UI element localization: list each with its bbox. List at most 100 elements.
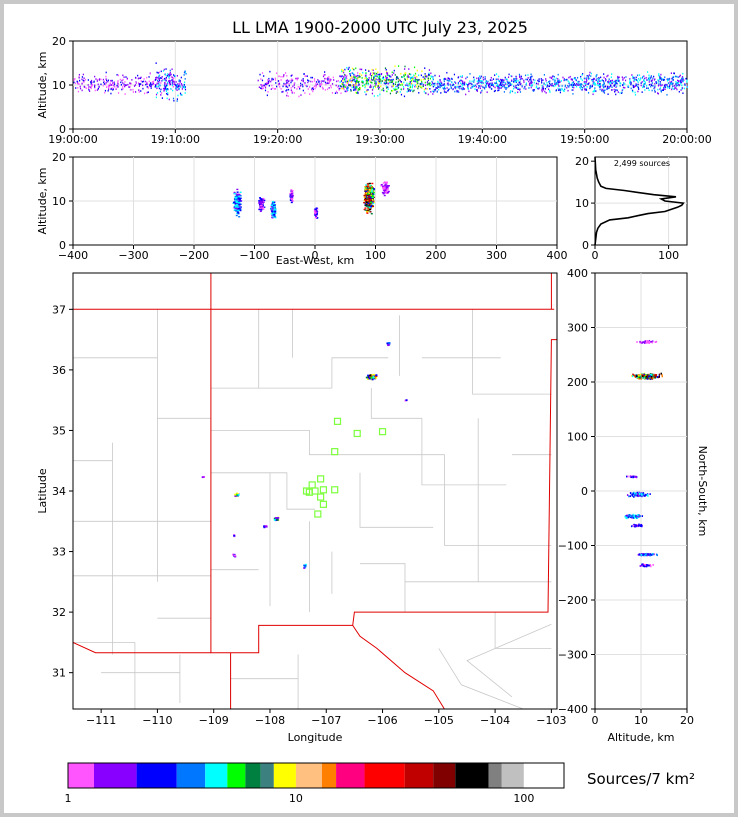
source-point	[497, 78, 499, 81]
source-point	[473, 79, 475, 82]
source-point	[585, 84, 587, 87]
source-point	[508, 73, 510, 76]
source-point	[487, 80, 489, 83]
source-point	[458, 91, 460, 93]
source-point	[344, 86, 346, 88]
source-point	[643, 82, 645, 85]
source-point	[278, 75, 280, 78]
source-point	[90, 79, 93, 82]
source-point	[541, 90, 543, 93]
source-point	[669, 81, 671, 83]
source-point	[622, 79, 624, 81]
source-point	[502, 79, 504, 81]
source-point	[369, 190, 372, 193]
source-point	[460, 82, 462, 85]
source-point	[564, 88, 566, 91]
source-point	[666, 79, 669, 82]
source-point	[344, 81, 346, 84]
altitude-time-ylabel: Altitude, km	[36, 51, 49, 118]
source-point	[235, 203, 238, 206]
source-point	[271, 200, 274, 203]
source-point	[586, 86, 588, 88]
source-point	[568, 81, 570, 84]
source-point	[592, 78, 594, 81]
source-point	[346, 88, 348, 90]
source-point	[329, 80, 331, 82]
source-point	[307, 88, 309, 90]
source-point	[519, 76, 521, 79]
source-point	[636, 341, 638, 343]
source-point	[430, 90, 432, 93]
source-point	[479, 87, 481, 90]
source-point	[545, 78, 547, 80]
source-point	[147, 83, 149, 86]
source-point	[314, 87, 316, 90]
source-point	[238, 206, 241, 208]
source-point	[235, 214, 238, 217]
station-marker	[305, 488, 313, 496]
source-point	[259, 200, 262, 202]
source-point	[367, 202, 370, 205]
source-point	[559, 81, 561, 83]
source-point	[387, 74, 389, 77]
source-point	[374, 86, 377, 89]
source-point	[373, 77, 375, 79]
source-point	[176, 85, 178, 88]
source-point	[368, 196, 371, 199]
source-point	[549, 80, 551, 82]
source-point	[451, 78, 453, 80]
source-point	[414, 80, 416, 83]
source-point	[619, 85, 621, 87]
source-point	[289, 194, 292, 196]
source-point	[512, 87, 515, 90]
station-marker	[317, 475, 325, 483]
source-point	[558, 85, 560, 87]
source-point	[447, 89, 450, 91]
source-point	[149, 84, 151, 86]
source-point	[142, 84, 144, 87]
source-point	[420, 83, 422, 86]
source-point	[184, 81, 186, 84]
source-point	[364, 204, 367, 207]
source-point	[323, 80, 325, 83]
source-point	[608, 78, 610, 80]
source-point	[232, 201, 235, 204]
source-point	[517, 91, 519, 94]
source-point	[632, 516, 634, 519]
source-point	[486, 82, 488, 85]
source-point	[463, 88, 466, 90]
source-point	[79, 85, 81, 88]
source-point	[117, 92, 120, 94]
source-point	[367, 378, 370, 380]
source-point	[651, 79, 653, 81]
source-point	[156, 82, 158, 85]
source-point	[493, 90, 496, 93]
source-point	[437, 82, 439, 84]
source-point	[528, 80, 530, 83]
source-point	[358, 76, 360, 78]
source-point	[333, 79, 335, 81]
source-point	[391, 80, 394, 82]
source-point	[474, 88, 476, 90]
source-point	[387, 78, 389, 81]
source-point	[303, 73, 305, 75]
source-point	[519, 75, 521, 77]
source-point	[629, 80, 631, 83]
source-point	[683, 87, 686, 90]
source-point	[374, 77, 377, 80]
source-point	[375, 81, 377, 84]
source-point	[264, 89, 267, 92]
source-point	[402, 76, 404, 78]
source-point	[353, 89, 355, 91]
source-point	[635, 83, 638, 86]
source-point	[643, 86, 645, 88]
source-point	[485, 80, 487, 82]
source-point	[366, 190, 369, 192]
source-point	[636, 493, 639, 496]
source-point	[151, 81, 154, 83]
source-point	[344, 68, 346, 71]
colorbar-tick-label: 1	[65, 792, 72, 805]
source-point	[390, 79, 392, 81]
source-point	[364, 203, 367, 205]
source-point	[515, 84, 517, 87]
